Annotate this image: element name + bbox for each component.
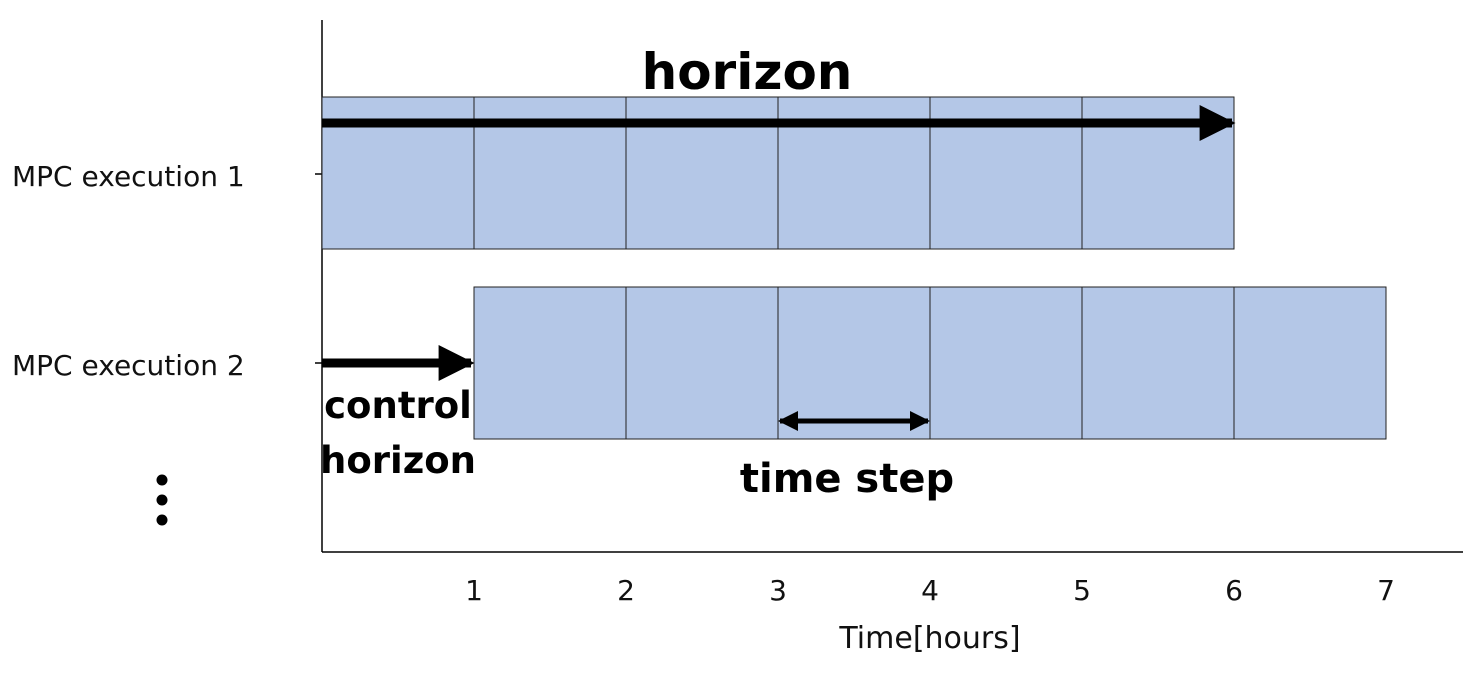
row-2-label: MPC execution 2	[12, 349, 245, 382]
row-2-cell	[1233, 286, 1387, 440]
x-tick-label: 1	[465, 574, 483, 607]
row-1-label: MPC execution 1	[12, 160, 245, 193]
time-step-label: time step	[740, 456, 954, 502]
control-horizon-label-line1: control	[324, 384, 472, 427]
x-tick-label: 3	[769, 574, 787, 607]
row-2-cell	[473, 286, 627, 440]
row-2-cell	[777, 286, 931, 440]
horizon-title: horizon	[642, 43, 853, 101]
row-2-cell	[929, 286, 1083, 440]
vertical-ellipsis-icon	[156, 474, 168, 526]
x-tick-label: 6	[1225, 574, 1243, 607]
x-tick-label: 2	[617, 574, 635, 607]
x-axis-ticks: 1 2 3 4 5 6 7	[465, 574, 1395, 607]
x-tick-label: 7	[1377, 574, 1395, 607]
row-2-cell	[625, 286, 779, 440]
row-2-cell	[1081, 286, 1235, 440]
control-horizon-label-line2: horizon	[320, 439, 476, 482]
x-tick-label: 4	[921, 574, 939, 607]
x-tick-label: 5	[1073, 574, 1091, 607]
x-axis-title: Time[hours]	[838, 621, 1020, 656]
row-2-cells	[473, 286, 1387, 440]
